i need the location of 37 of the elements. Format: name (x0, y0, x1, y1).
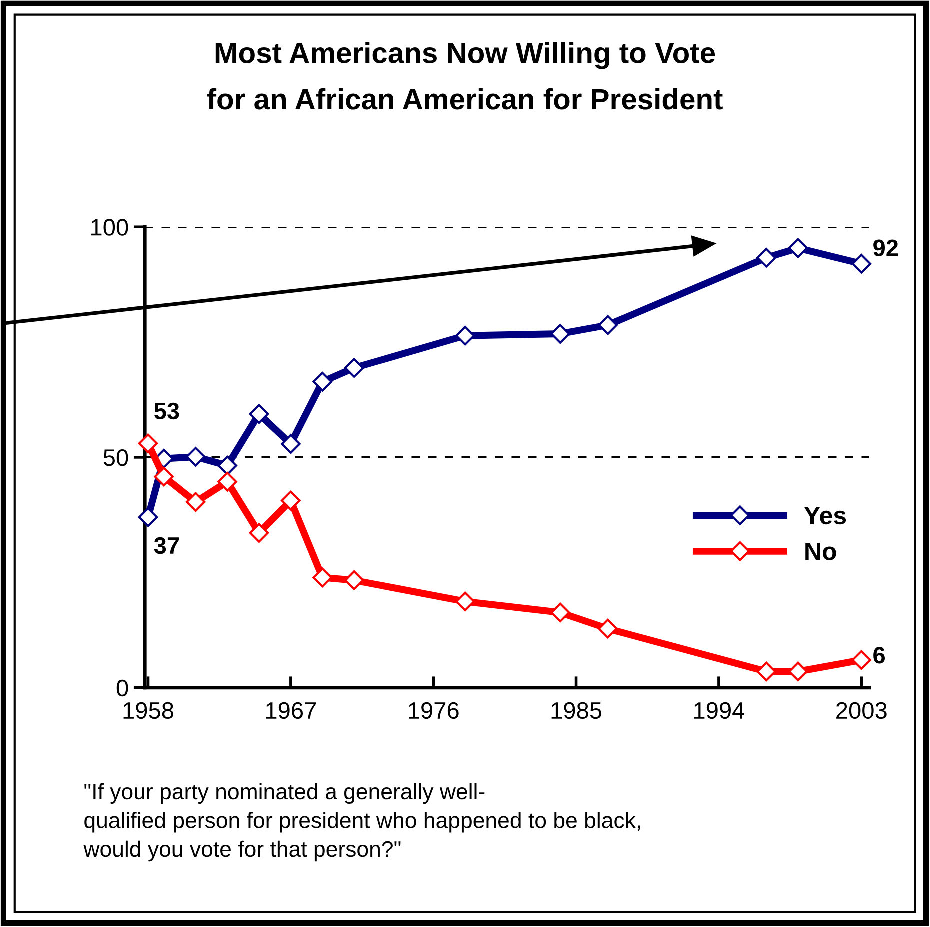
data-label: 6 (874, 647, 886, 664)
x-tick-label: 1958 (124, 702, 174, 720)
data-label: 37 (154, 537, 180, 554)
point (312, 372, 333, 392)
point (550, 602, 570, 623)
x-tick-label: 1976 (409, 702, 459, 720)
legend-label: No (806, 542, 836, 560)
point (756, 248, 776, 268)
point (138, 434, 158, 454)
point (218, 472, 238, 492)
chart-title: Most Americans Now Willing to Vote for an African American for President (207, 42, 723, 110)
y-tick-label: 100 (92, 219, 128, 236)
x-tick-label: 1985 (552, 702, 602, 720)
point (186, 492, 206, 512)
text: "If your party nominated a generally well- qualified person for president who happened to be black, would you vote for that person?" (84, 783, 640, 862)
x-tick-label: 1967 (266, 702, 316, 720)
data-label: 92 (874, 240, 898, 257)
point (154, 466, 174, 487)
point (281, 490, 301, 511)
point (218, 456, 238, 476)
point (249, 404, 270, 424)
legend-label: Yes (804, 507, 846, 525)
data-label: 53 (154, 402, 180, 420)
point (455, 592, 476, 612)
point (598, 618, 618, 639)
point (138, 507, 158, 528)
point (598, 315, 618, 336)
point (852, 650, 872, 670)
y-tick-label: 0 (116, 680, 128, 697)
point (852, 254, 872, 274)
point (281, 434, 301, 454)
y-tick-label: 50 (104, 450, 128, 466)
x-tick-label: 1994 (694, 702, 745, 720)
point (788, 238, 808, 258)
point (249, 523, 270, 543)
point (344, 358, 364, 378)
x-tick-label: 2003 (836, 702, 887, 720)
